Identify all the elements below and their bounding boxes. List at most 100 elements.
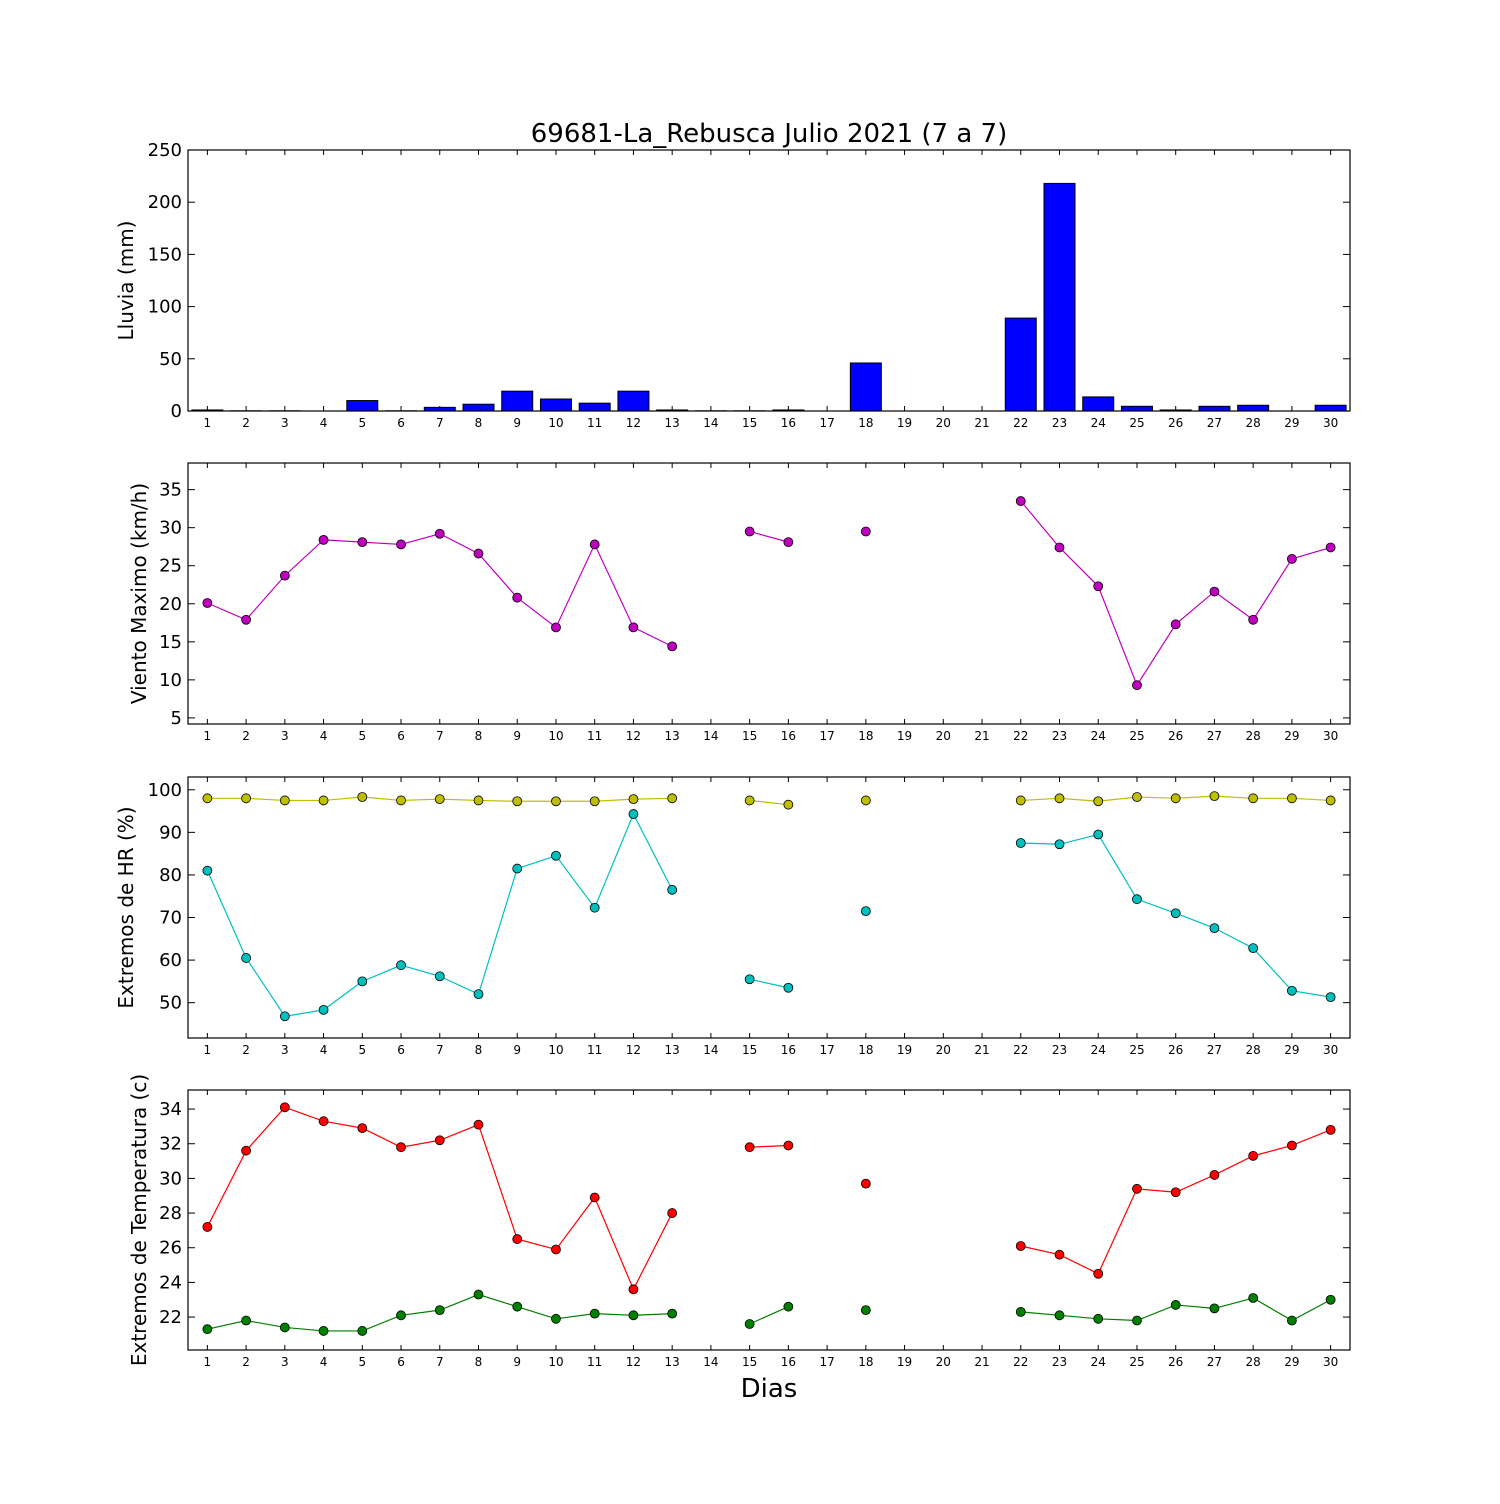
- data-point: [358, 1124, 367, 1133]
- x-tick-label: 19: [897, 1355, 912, 1369]
- x-tick-label: 5: [358, 416, 366, 430]
- data-point: [280, 1012, 289, 1021]
- data-point: [474, 1290, 483, 1299]
- x-tick-label: 14: [703, 416, 718, 430]
- data-point: [1055, 1311, 1064, 1320]
- data-point: [242, 615, 251, 624]
- data-point: [513, 1235, 522, 1244]
- y-tick-label: 200: [148, 192, 182, 213]
- data-point: [668, 885, 677, 894]
- x-tick-label: 4: [320, 416, 328, 430]
- data-point: [1287, 1316, 1296, 1325]
- x-tick-label: 8: [475, 1355, 483, 1369]
- data-point: [435, 529, 444, 538]
- x-tick-label: 20: [936, 1043, 951, 1057]
- x-tick-label: 1: [204, 416, 212, 430]
- y-tick-label: 50: [159, 349, 182, 370]
- x-tick-label: 5: [358, 729, 366, 743]
- data-point: [1210, 587, 1219, 596]
- data-point: [590, 903, 599, 912]
- x-tick-label: 26: [1168, 416, 1183, 430]
- x-tick-label: 13: [665, 1043, 680, 1057]
- data-point: [551, 797, 560, 806]
- x-tick-label: 9: [513, 729, 521, 743]
- data-point: [668, 1309, 677, 1318]
- y-tick-label: 28: [159, 1203, 182, 1224]
- data-point: [1132, 1316, 1141, 1325]
- x-tick-label: 15: [742, 1043, 757, 1057]
- x-tick-label: 12: [626, 416, 641, 430]
- x-tick-label: 13: [665, 729, 680, 743]
- data-point: [1210, 1304, 1219, 1313]
- data-point: [397, 1311, 406, 1320]
- data-point: [358, 1326, 367, 1335]
- data-point: [1249, 944, 1258, 953]
- data-point: [551, 623, 560, 632]
- x-tick-label: 8: [475, 416, 483, 430]
- y-axis-label: Extremos de HR (%): [114, 806, 138, 1008]
- y-tick-label: 250: [148, 140, 182, 161]
- data-point: [242, 1146, 251, 1155]
- data-point: [590, 1193, 599, 1202]
- y-tick-label: 22: [159, 1307, 182, 1328]
- x-tick-label: 18: [858, 729, 873, 743]
- data-point: [1016, 838, 1025, 847]
- x-tick-label: 20: [936, 1355, 951, 1369]
- data-point: [1287, 794, 1296, 803]
- y-tick-label: 60: [159, 950, 182, 971]
- y-tick-label: 24: [159, 1272, 182, 1293]
- x-tick-label: 5: [358, 1355, 366, 1369]
- data-point: [280, 571, 289, 580]
- x-tick-label: 11: [587, 1043, 602, 1057]
- data-point: [319, 1117, 328, 1126]
- data-point: [629, 1311, 638, 1320]
- x-tick-label: 20: [936, 729, 951, 743]
- x-tick-label: 29: [1284, 1043, 1299, 1057]
- x-tick-label: 3: [281, 729, 289, 743]
- x-tick-label: 23: [1052, 1355, 1067, 1369]
- x-tick-label: 10: [548, 1355, 563, 1369]
- x-tick-label: 21: [974, 416, 989, 430]
- data-point: [629, 623, 638, 632]
- chart-title: 69681-La_Rebusca Julio 2021 (7 a 7): [531, 119, 1007, 149]
- x-tick-label: 6: [397, 1043, 405, 1057]
- x-tick-label: 19: [897, 416, 912, 430]
- data-point: [551, 1314, 560, 1323]
- y-tick-label: 70: [159, 908, 182, 929]
- bar: [850, 363, 881, 411]
- data-point: [1094, 582, 1103, 591]
- x-tick-label: 1: [204, 1043, 212, 1057]
- bar: [1238, 405, 1269, 411]
- x-tick-label: 7: [436, 729, 444, 743]
- x-tick-label: 19: [897, 729, 912, 743]
- data-point: [358, 538, 367, 547]
- x-tick-label: 3: [281, 416, 289, 430]
- y-tick-label: 50: [159, 993, 182, 1014]
- x-tick-label: 26: [1168, 1355, 1183, 1369]
- data-point: [319, 535, 328, 544]
- y-axis-label: Extremos de Temperatura (c): [127, 1074, 151, 1366]
- x-tick-label: 10: [548, 1043, 563, 1057]
- data-point: [745, 1320, 754, 1329]
- data-point: [397, 540, 406, 549]
- data-point: [203, 1222, 212, 1231]
- y-tick-label: 35: [159, 480, 182, 501]
- y-axis-label: Viento Maximo (km/h): [127, 483, 151, 704]
- data-point: [1210, 792, 1219, 801]
- data-point: [203, 866, 212, 875]
- x-tick-label: 7: [436, 416, 444, 430]
- x-tick-label: 23: [1052, 729, 1067, 743]
- bar: [618, 391, 649, 411]
- x-tick-label: 21: [974, 1043, 989, 1057]
- x-tick-label: 12: [626, 1355, 641, 1369]
- data-point: [1055, 794, 1064, 803]
- data-point: [668, 642, 677, 651]
- data-point: [242, 794, 251, 803]
- data-point: [1171, 794, 1180, 803]
- x-tick-label: 15: [742, 1355, 757, 1369]
- data-point: [1132, 681, 1141, 690]
- data-point: [474, 549, 483, 558]
- data-point: [784, 538, 793, 547]
- data-point: [358, 977, 367, 986]
